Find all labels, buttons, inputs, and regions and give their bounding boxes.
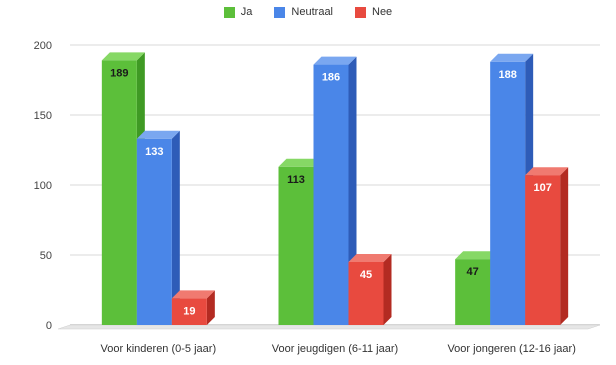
y-tick-label: 0 [46,320,52,332]
bar-top [490,53,534,62]
legend-item-nee: Nee [355,6,392,18]
legend-swatch-ja [223,6,235,18]
bar-top [101,52,145,61]
bar-nee-1 [348,262,384,325]
x-tick-label: Voor jongeren (12-16 jaar) [447,343,575,355]
bar-top [171,290,215,299]
y-tick-label: 50 [40,250,52,262]
x-tick-label: Voor kinderen (0-5 jaar) [101,343,217,355]
data-label: 45 [360,269,372,281]
data-label: 133 [145,146,163,158]
y-tick-label: 200 [34,40,52,52]
bar-ja-1 [278,166,314,325]
legend-label-nee: Nee [372,6,393,18]
bar-top [278,158,322,167]
bar-top [348,254,392,262]
data-label: 107 [533,182,551,194]
data-label: 188 [498,69,516,81]
data-label: 113 [287,174,305,186]
legend-swatch-neutraal [274,6,286,18]
bar-neutraal-2 [490,61,526,326]
bar-neutraal-1 [313,64,349,325]
bar-ja-0 [101,60,137,326]
legend-item-neutraal: Neutraal [274,6,333,18]
bar-nee-2 [525,175,561,325]
data-label: 47 [467,266,479,278]
legend-swatch-nee [355,6,366,18]
data-label: 186 [322,72,340,84]
bar-side [560,167,569,325]
legend: Ja Neutraal Nee [0,6,616,18]
legend-item-ja: Ja [223,6,253,18]
bar-side [206,290,215,325]
bar-nee-0 [171,298,207,325]
bar-ja-2 [455,259,491,325]
x-tick-label: Voor jeugdigen (6-11 jaar) [272,343,398,355]
legend-label-neutraal: Neutraal [291,6,333,18]
data-label: 19 [183,305,195,317]
y-tick-label: 150 [34,110,52,122]
bar-neutraal-0 [136,138,172,325]
chart-floor [57,324,601,330]
bar-top [455,251,499,260]
legend-label-ja: Ja [240,6,253,18]
bar-side [383,254,392,325]
bar-top [313,56,357,65]
bar-top [525,167,569,176]
data-label: 189 [110,67,128,79]
bar-side [171,130,180,325]
y-tick-label: 100 [34,180,52,192]
bar-top [136,130,180,139]
